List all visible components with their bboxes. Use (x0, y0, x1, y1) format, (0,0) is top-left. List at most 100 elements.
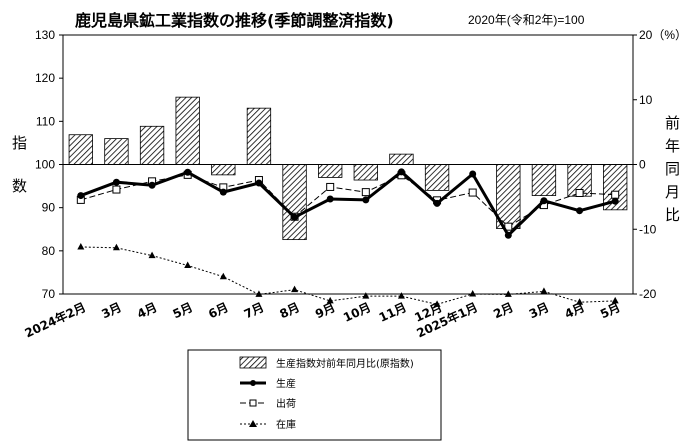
point-shipment (361, 188, 370, 197)
point-shipment (112, 185, 121, 194)
left-tick-label: 130 (35, 28, 55, 42)
right-axis-label-char: 同 (665, 160, 680, 178)
point-production (504, 231, 512, 239)
category-label: 4月 (135, 300, 159, 321)
series-line-inventory (80, 246, 616, 305)
point-inventory (291, 285, 299, 293)
point-production (184, 168, 192, 176)
point-production (77, 192, 85, 200)
point-inventory (540, 287, 548, 294)
bar (211, 164, 236, 176)
category-label: 7月 (242, 300, 266, 321)
category-label: 2024年2月 (22, 299, 88, 340)
point-production (576, 207, 584, 215)
right-tick-label: 10 (639, 93, 653, 107)
point-inventory (611, 296, 619, 304)
bar-series (68, 96, 628, 241)
point-inventory (469, 290, 477, 297)
right-tick-label: -20 (639, 287, 657, 301)
point-inventory (255, 290, 263, 297)
point-shipment (611, 190, 620, 199)
category-label: 6月 (206, 300, 230, 321)
point-inventory (576, 298, 584, 305)
left-axis-label: 指数 (12, 134, 27, 195)
point-production (469, 170, 477, 178)
legend-marker-shipment (249, 399, 257, 407)
left-tick-label: 110 (36, 114, 55, 128)
legend-label-production: 生産 (276, 377, 296, 390)
point-production (112, 178, 120, 186)
left-axis-ticks: 70 80 90 100 110 120 130 (35, 28, 63, 301)
left-tick-label: 100 (35, 158, 55, 172)
bar (531, 164, 557, 196)
bar (389, 153, 414, 165)
bar (139, 125, 165, 165)
bar (318, 164, 343, 178)
plot-area (62, 34, 634, 295)
left-tick-label: 80 (42, 244, 56, 258)
line-series (76, 168, 620, 307)
left-axis-label-char: 指 (12, 134, 27, 152)
bar (282, 164, 307, 241)
point-production (362, 196, 370, 204)
point-production (219, 188, 227, 196)
point-shipment (575, 188, 584, 197)
legend-swatch-bar (239, 356, 267, 369)
left-tick-label: 90 (42, 201, 56, 215)
category-label: 4月 (562, 300, 586, 321)
point-inventory (184, 261, 192, 269)
legend-marker-inventory (249, 420, 257, 427)
legend-label-shipment: 出荷 (276, 397, 296, 410)
chart-subtitle: 2020年(令和2年)=100 (468, 12, 585, 27)
point-production (326, 195, 334, 203)
category-label: 9月 (313, 300, 337, 321)
right-axis-label-char: 月 (665, 183, 680, 201)
right-axis-label: 前年同月比 (665, 114, 680, 224)
bar (353, 164, 378, 181)
point-inventory (504, 290, 512, 297)
point-production (611, 197, 619, 205)
point-inventory (326, 296, 334, 304)
point-inventory (77, 242, 85, 250)
left-tick-label: 120 (35, 71, 55, 85)
point-production (291, 213, 299, 221)
point-production (433, 199, 441, 207)
series-line-production (80, 169, 616, 238)
right-tick-label: 20（%） (639, 28, 687, 42)
category-label: 5月 (171, 300, 195, 321)
point-production (397, 168, 405, 176)
category-label: 2月 (491, 300, 515, 321)
bar (424, 164, 450, 191)
point-shipment (468, 188, 477, 197)
chart-title: 鹿児島県鉱工業指数の推移(季節調整済指数) (75, 11, 394, 30)
right-axis-label-char: 年 (665, 137, 680, 155)
category-label: 3月 (99, 300, 123, 321)
right-tick-label: -10 (639, 222, 657, 236)
legend-label-inventory: 在庫 (276, 418, 296, 431)
bar (175, 96, 200, 165)
right-axis-ticks: -20 -10 0 10 20（%） (633, 28, 687, 301)
legend: 生産指数対前年同月比(原指数) 生産 出荷 在庫 (187, 349, 442, 441)
point-production (148, 181, 156, 189)
right-axis-label-char: 前 (665, 114, 680, 132)
legend-label-bar: 生産指数対前年同月比(原指数) (276, 357, 414, 370)
category-label: 11月 (377, 300, 409, 325)
point-inventory (219, 272, 227, 280)
point-inventory (112, 243, 120, 251)
point-inventory (148, 251, 156, 259)
legend-marker-production (250, 380, 256, 386)
point-inventory (433, 300, 441, 307)
point-production (255, 179, 263, 187)
left-axis-label-char: 数 (12, 177, 27, 195)
point-production (540, 197, 548, 205)
point-inventory (362, 292, 370, 299)
point-shipment (326, 182, 335, 191)
category-label: 8月 (277, 300, 301, 321)
left-tick-label: 70 (42, 287, 56, 301)
bar (104, 138, 129, 165)
bar (246, 107, 272, 165)
point-inventory (397, 292, 405, 299)
category-label: 3月 (527, 300, 551, 321)
